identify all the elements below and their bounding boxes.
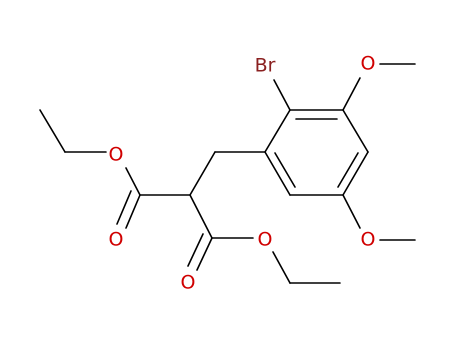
bond xyxy=(189,151,216,196)
bond xyxy=(342,194,361,229)
bond xyxy=(274,152,296,188)
atom-label: O xyxy=(109,144,124,166)
bond xyxy=(189,194,213,239)
atom-label: Br xyxy=(255,55,276,77)
bond xyxy=(342,109,369,153)
bond xyxy=(272,251,291,284)
bond xyxy=(264,109,291,153)
bond xyxy=(196,237,213,271)
bond xyxy=(187,233,204,267)
bond xyxy=(337,152,359,188)
atom-label: O xyxy=(109,229,124,251)
bond xyxy=(116,190,132,225)
bond xyxy=(342,151,369,196)
atom-label: O xyxy=(361,53,376,75)
atom-label: O xyxy=(258,229,273,251)
atom-label: O xyxy=(181,272,196,294)
bond xyxy=(125,167,141,196)
bond xyxy=(342,77,361,111)
bond xyxy=(264,151,291,196)
bond xyxy=(273,79,291,111)
bond xyxy=(125,194,141,229)
atom-labels: Br O O O O O O xyxy=(109,53,376,294)
atom-label: O xyxy=(361,229,376,251)
bonds xyxy=(39,63,416,284)
bond xyxy=(39,109,66,153)
